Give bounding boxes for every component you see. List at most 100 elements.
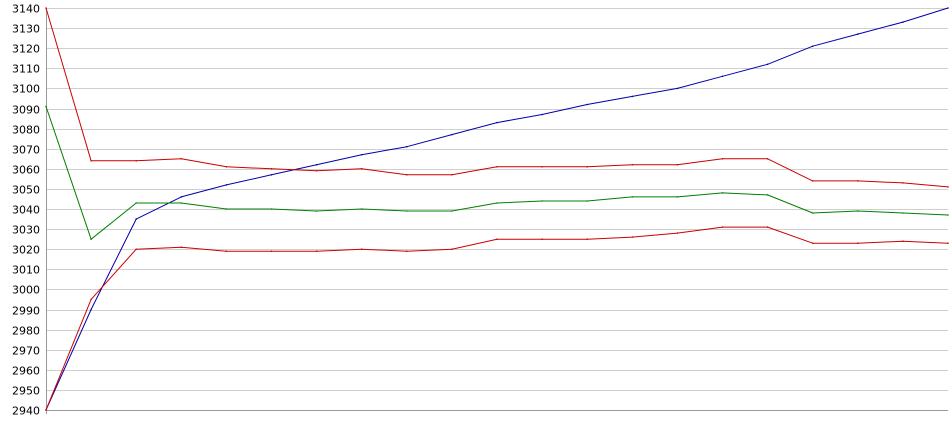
series-3-point xyxy=(135,202,137,204)
series-3-point xyxy=(496,202,498,204)
series-3-point xyxy=(676,196,679,198)
series-2-point xyxy=(947,186,949,188)
series-3-point xyxy=(406,210,408,212)
series-3-point xyxy=(451,210,453,212)
series-4-point xyxy=(902,240,904,242)
series-3-point xyxy=(45,105,47,108)
series-3-point xyxy=(270,208,273,210)
series-2-point xyxy=(721,158,724,160)
series-2-point xyxy=(857,180,859,182)
series-line-4 xyxy=(45,226,949,411)
series-4-point xyxy=(90,298,92,301)
y-tick-label: 3110 xyxy=(12,63,40,76)
series-1-point xyxy=(496,121,498,124)
series-3-point xyxy=(902,212,904,214)
y-tick-label: 3020 xyxy=(12,244,40,257)
series-1-point xyxy=(902,21,904,23)
series-3-point xyxy=(947,214,949,216)
y-tick-label: 3130 xyxy=(12,23,40,36)
series-4-point xyxy=(676,232,679,234)
y-tick-label: 2950 xyxy=(12,385,40,398)
series-1-point xyxy=(857,33,859,35)
series-1-point xyxy=(360,153,363,156)
series-3-point xyxy=(766,194,769,196)
series-2-point xyxy=(451,174,453,176)
series-1-point xyxy=(135,218,137,220)
series-2-point xyxy=(135,160,137,162)
series-4-point xyxy=(721,226,724,228)
y-tick-label: 2990 xyxy=(12,305,40,318)
series-1-point xyxy=(180,196,183,198)
series-2-point xyxy=(360,168,363,170)
series-line-3 xyxy=(45,106,949,240)
y-tick-label: 3010 xyxy=(12,264,40,277)
series-1-point xyxy=(225,184,228,186)
y-tick-label: 3140 xyxy=(12,3,40,16)
series-3-point xyxy=(541,200,543,202)
series-1-point xyxy=(947,7,949,9)
series-4-point xyxy=(766,226,769,228)
series-1-point xyxy=(451,133,453,136)
y-tick-label: 3120 xyxy=(12,43,40,56)
y-tick-label: 3100 xyxy=(12,83,40,96)
y-tick-label: 3000 xyxy=(12,284,40,297)
series-4-point xyxy=(496,238,498,240)
series-1-point xyxy=(270,174,273,176)
series-2-point xyxy=(902,182,904,184)
series-1-point xyxy=(676,87,679,90)
series-1-point xyxy=(406,145,408,148)
series-2-point xyxy=(676,164,679,166)
series-1-point xyxy=(766,63,769,66)
series-2-point xyxy=(496,166,498,168)
series-2-point xyxy=(225,166,228,168)
series-2-point xyxy=(631,164,634,166)
y-tick-label: 3050 xyxy=(12,184,40,197)
y-tick-label: 2960 xyxy=(12,365,40,378)
y-tick-label: 3090 xyxy=(12,104,40,117)
series-3-point xyxy=(315,210,318,212)
series-4-point xyxy=(315,250,318,252)
series-1-point xyxy=(586,103,588,106)
series-2-point xyxy=(90,160,92,162)
y-tick-label: 3030 xyxy=(12,224,40,237)
y-tick-label: 2970 xyxy=(12,345,40,358)
series-4-point xyxy=(180,246,183,248)
series-3-point xyxy=(90,238,92,240)
series-1-point xyxy=(811,45,814,47)
series-4-point xyxy=(451,248,453,250)
series-1-point xyxy=(90,308,92,311)
series-1-point xyxy=(315,164,318,166)
series-4-point xyxy=(406,250,408,252)
series-2-point xyxy=(180,158,183,160)
series-2-point xyxy=(270,168,273,170)
series-2-point xyxy=(586,166,588,168)
y-tick-label: 3040 xyxy=(12,204,40,217)
series-2-point xyxy=(406,174,408,176)
series-3-point xyxy=(811,212,814,214)
series-2-point xyxy=(45,7,47,9)
series-4-point xyxy=(631,236,634,238)
series-4-point xyxy=(45,409,47,411)
series-4-point xyxy=(541,238,543,240)
y-tick-label: 2940 xyxy=(12,405,40,418)
series-4-point xyxy=(586,238,588,240)
series-3-point xyxy=(721,192,724,194)
series-3-point xyxy=(225,208,228,210)
y-tick-label: 2980 xyxy=(12,325,40,338)
series-3-point xyxy=(180,202,183,204)
series-4-point xyxy=(811,242,814,244)
series-2-point xyxy=(541,166,543,168)
series-3-point xyxy=(857,210,859,212)
y-tick-label: 3080 xyxy=(12,124,40,137)
series-3-point xyxy=(631,196,634,198)
series-3-point xyxy=(360,208,363,210)
series-4-point xyxy=(360,248,363,250)
series-4-point xyxy=(857,242,859,244)
series-4-point xyxy=(225,250,228,252)
series-4-point xyxy=(947,242,949,244)
series-line-2 xyxy=(45,7,949,188)
series-1-point xyxy=(721,75,724,78)
y-tick-label: 3070 xyxy=(12,144,40,157)
